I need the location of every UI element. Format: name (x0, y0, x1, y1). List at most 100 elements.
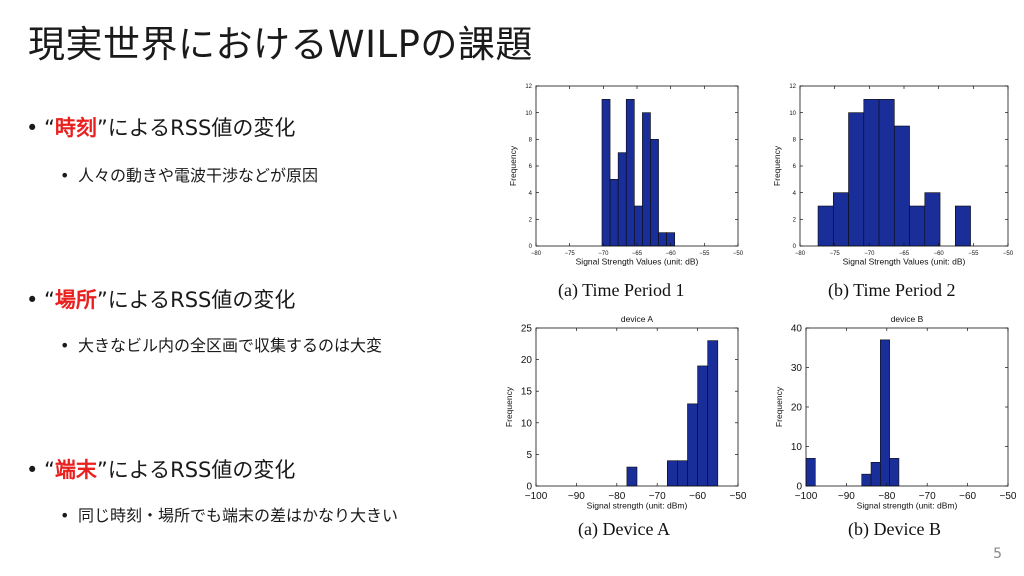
histogram-bar (687, 403, 698, 487)
x-tick-label: −50 (730, 491, 747, 502)
sub-bullet-text: 人々の動きや電波干渉などが原因 (78, 166, 319, 185)
y-tick-label: 0 (529, 244, 533, 250)
bullet-open-quote: “ (44, 288, 55, 312)
sub-bullet-time: • 人々の動きや電波干渉などが原因 (60, 162, 318, 186)
sub-bullet-symbol: • (60, 336, 70, 355)
x-tick-label: −80 (795, 251, 806, 257)
x-tick-label: −75 (565, 251, 576, 257)
histogram-bar (924, 192, 941, 247)
x-tick-label: −65 (632, 251, 643, 257)
y-axis-label: Frequency (504, 386, 514, 427)
x-tick-label: −55 (968, 251, 979, 257)
histogram-bar (642, 112, 651, 247)
y-axis-label: Frequency (772, 145, 782, 186)
x-tick-label: −55 (699, 251, 710, 257)
x-tick-label: −70 (864, 251, 875, 257)
histogram-bar (677, 460, 688, 487)
histogram-bar (634, 205, 643, 247)
y-tick-label: 15 (521, 387, 533, 398)
bullet-text: ”によるRSS値の変化 (96, 116, 296, 140)
histogram-bar (817, 205, 834, 247)
sub-bullet-device: • 同じ時刻・場所でも端末の差はかなり大きい (60, 502, 398, 526)
histogram-bar (707, 340, 719, 487)
histogram-bar (863, 99, 880, 247)
x-axis-label: Signal Strength Values (unit: dB) (843, 257, 966, 267)
histogram-bar (889, 458, 900, 487)
plot-frame (805, 327, 1009, 487)
histogram-bar (601, 99, 611, 247)
x-tick-label: −90 (838, 491, 855, 502)
chart-title: device B (891, 314, 924, 324)
histogram-bar (626, 466, 638, 487)
histogram-bar (625, 99, 635, 247)
histogram-bar (697, 365, 709, 487)
histogram-bar (880, 339, 890, 487)
histogram-bar (870, 462, 881, 487)
histogram-bar (805, 458, 816, 487)
y-tick-label: 6 (793, 164, 797, 170)
bullet-time: • “時刻”によるRSS値の変化 (26, 112, 295, 142)
histogram-bar (909, 205, 926, 247)
bullet-device: • “端末”によるRSS値の変化 (26, 454, 295, 484)
bullet-text: ”によるRSS値の変化 (96, 288, 296, 312)
histogram-bar (893, 125, 910, 247)
sub-bullet-text: 大きなビル内の全区画で収集するのは大変 (78, 336, 383, 355)
y-axis-label: Frequency (508, 145, 518, 186)
bullet-open-quote: “ (44, 458, 55, 482)
bullet-symbol: • (26, 458, 39, 482)
x-tick-label: −60 (959, 491, 976, 502)
sub-bullet-symbol: • (60, 506, 70, 525)
y-tick-label: 12 (525, 84, 532, 90)
histogram-time-period-2: −80 −75 −70 −65 −60 −55 −50 0 2 4 6 8 10 12 Signal Str… (772, 84, 1014, 267)
y-tick-label: 5 (526, 450, 532, 461)
x-tick-label: −50 (1003, 251, 1014, 257)
y-tick-label: 10 (789, 111, 796, 117)
histogram-bar (650, 139, 659, 247)
x-tick-label: −75 (830, 251, 841, 257)
x-axis-label: Signal Strength Values (unit: dB) (576, 257, 699, 267)
x-tick-label: −80 (531, 251, 542, 257)
x-tick-label: −70 (649, 491, 666, 502)
histogram-bar (658, 232, 667, 247)
histogram-bar (848, 112, 865, 247)
x-tick-label: −60 (934, 251, 945, 257)
y-tick-label: 20 (521, 355, 533, 366)
bullet-text: ”によるRSS値の変化 (96, 458, 296, 482)
sub-bullet-location: • 大きなビル内の全区画で収集するのは大変 (60, 332, 382, 356)
histogram-bar (955, 205, 971, 247)
page-title: 現実世界におけるWILPの課題 (28, 23, 533, 66)
bullet-highlight: 場所 (54, 288, 97, 312)
histogram-time-period-1: −80 −75 −70 −65 −60 −55 −50 0 2 4 6 8 10 12 Signal Str… (508, 84, 744, 267)
sub-bullet-text: 同じ時刻・場所でも端末の差はかなり大きい (78, 506, 399, 525)
bullet-open-quote: “ (44, 116, 55, 140)
y-tick-label: 10 (521, 418, 533, 429)
y-tick-label: 20 (791, 403, 803, 414)
x-tick-label: −80 (878, 491, 895, 502)
y-tick-label: 8 (529, 137, 533, 143)
sub-bullet-symbol: • (60, 166, 70, 185)
bullet-highlight: 端末 (54, 458, 97, 482)
y-tick-label: 6 (529, 164, 533, 170)
plot-frame (535, 327, 739, 487)
x-tick-label: −65 (899, 251, 910, 257)
x-tick-label: −60 (689, 491, 706, 502)
y-tick-label: 0 (796, 482, 802, 493)
histogram-bar (667, 460, 678, 487)
bullet-symbol: • (26, 116, 39, 140)
caption-device-b: (b) Device B (848, 519, 941, 539)
x-tick-label: −50 (1000, 491, 1017, 502)
histogram-bar (861, 473, 872, 487)
histogram-device-a: −100 −90 −80 −70 −60 −50 0 5 10 15 20 25 Signal stre… (504, 314, 747, 511)
y-tick-label: 0 (793, 244, 797, 250)
y-tick-label: 4 (793, 191, 797, 197)
y-tick-label: 30 (791, 363, 803, 374)
y-tick-label: 2 (529, 217, 533, 223)
x-tick-label: −90 (568, 491, 585, 502)
x-tick-label: −100 (795, 491, 818, 502)
y-tick-label: 2 (793, 217, 797, 223)
y-tick-label: 0 (526, 482, 532, 493)
histogram-bar (609, 179, 619, 247)
y-tick-label: 25 (521, 324, 533, 335)
x-axis-label: Signal strength (unit: dBm) (587, 501, 688, 511)
caption-device-a: (a) Device A (578, 519, 670, 539)
